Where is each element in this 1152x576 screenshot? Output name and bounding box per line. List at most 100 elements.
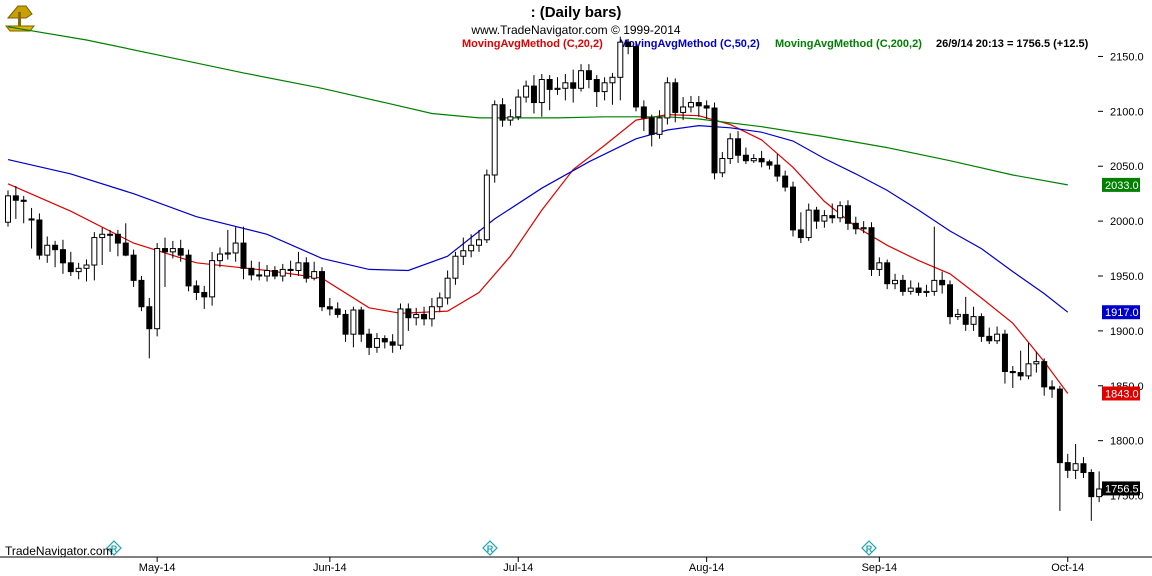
candle	[1056, 385, 1063, 511]
candle-body-down	[593, 78, 600, 93]
candle-body-down	[256, 274, 263, 277]
value-tag: 1843.0	[1102, 386, 1140, 401]
candle	[1088, 469, 1095, 521]
ma-line-20	[7, 113, 1069, 394]
candle	[829, 203, 836, 224]
candle-body-up	[91, 237, 98, 266]
candle-body-up	[664, 82, 671, 119]
candle-body-up	[452, 255, 459, 279]
candle	[232, 226, 239, 262]
ma-line-200	[7, 26, 1068, 186]
candle	[805, 203, 812, 241]
candle	[852, 216, 859, 235]
candle	[680, 97, 687, 121]
candle-body-down	[947, 284, 953, 318]
candle	[468, 234, 475, 258]
candle	[546, 75, 553, 111]
candle-body-up	[460, 250, 467, 257]
candle-body-down	[884, 262, 891, 285]
candle-body-down	[1080, 463, 1087, 474]
candle	[491, 100, 498, 183]
x-tick-label: Jun-14	[313, 562, 347, 574]
candle-body-up	[5, 195, 11, 223]
svg-text:R: R	[866, 544, 873, 554]
candle	[625, 38, 632, 55]
candle	[452, 251, 459, 285]
candle-body-down	[421, 313, 428, 320]
candle	[271, 266, 278, 280]
legend: MovingAvgMethod (C,20,2) MovingAvgMethod…	[462, 38, 1089, 50]
x-tick-label: Jul-14	[503, 562, 533, 574]
candle	[201, 285, 208, 309]
candle	[381, 335, 388, 349]
candle	[209, 251, 216, 306]
candle-body-down	[177, 248, 184, 256]
candle	[648, 114, 655, 147]
candle-body-down	[766, 161, 773, 166]
candle	[578, 64, 585, 92]
candle	[248, 260, 255, 281]
candle-body-up	[397, 308, 404, 346]
candle-body-up	[1072, 463, 1079, 471]
candle-body-up	[507, 116, 514, 121]
value-tag-bg	[1102, 481, 1140, 496]
candle-body-down	[1056, 388, 1063, 464]
candle	[947, 280, 953, 325]
candle	[860, 221, 867, 234]
candle	[1041, 358, 1048, 396]
candle-body-down	[986, 335, 993, 342]
candle-body-down	[703, 105, 710, 109]
candle-body-down	[1041, 361, 1048, 388]
candle	[405, 303, 412, 331]
candle	[962, 296, 969, 331]
candle-body-down	[813, 209, 820, 222]
candle	[28, 207, 35, 249]
candle-body-down	[319, 271, 325, 308]
candle	[59, 239, 66, 274]
x-tick-label: Aug-14	[689, 562, 724, 574]
candle	[735, 131, 742, 163]
candle	[311, 261, 318, 281]
candle	[640, 100, 647, 132]
candle-body-up	[750, 158, 757, 162]
candle-body-up	[444, 277, 451, 299]
candle	[523, 80, 530, 103]
moving-average-lines	[7, 26, 1069, 394]
candle	[687, 95, 694, 113]
candle	[538, 74, 545, 117]
copyright-text: www.TradeNavigator.com © 1999-2014	[470, 23, 680, 37]
candle-body-up	[373, 338, 380, 348]
y-tick-label: 2000.0	[1110, 216, 1144, 228]
candle-body-up	[169, 248, 176, 253]
candle-body-down	[695, 102, 702, 107]
candle-body-down	[672, 82, 679, 113]
candle	[114, 229, 121, 257]
candle-body-down	[1064, 462, 1071, 471]
candle-body-down	[1009, 371, 1016, 374]
candle	[742, 147, 749, 165]
candle-body-up	[295, 262, 302, 272]
candle	[146, 297, 153, 359]
candle-body-up	[860, 227, 867, 230]
candle-body-up	[1033, 361, 1040, 365]
candle-body-down	[130, 254, 137, 281]
r-marker-icon: R	[482, 540, 498, 556]
candle	[83, 259, 90, 282]
candle-body-up	[609, 76, 616, 84]
candle	[1064, 453, 1071, 478]
y-axis: 1750.01800.01850.01900.01950.02000.02050…	[1098, 51, 1144, 503]
candle-body-down	[962, 313, 969, 325]
candle-body-up	[931, 279, 938, 292]
candle	[931, 226, 938, 296]
candle	[939, 271, 946, 294]
candle	[326, 297, 333, 316]
candle	[240, 226, 247, 280]
candlestick-series	[5, 36, 1103, 521]
candle	[672, 78, 679, 123]
r-marker-icon: R	[106, 540, 122, 556]
candle-body-up	[436, 297, 443, 308]
candle-body-down	[201, 291, 208, 298]
candle-body-up	[107, 233, 114, 236]
